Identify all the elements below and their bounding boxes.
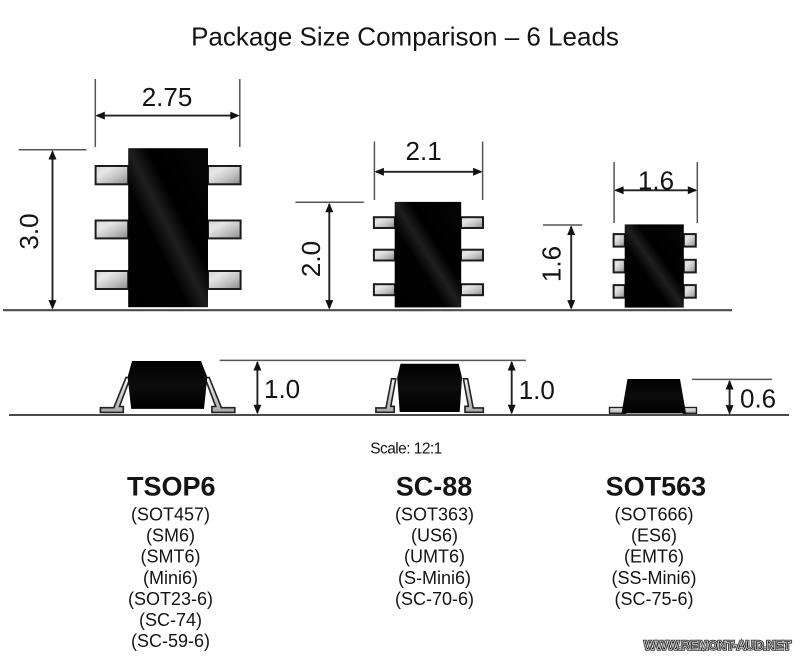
svg-text:WWW.REMONT-AUD.NET: WWW.REMONT-AUD.NET: [644, 639, 791, 653]
svg-text:(SM6): (SM6): [146, 526, 195, 546]
svg-text:(SOT457): (SOT457): [131, 505, 210, 525]
svg-text:(SOT23-6): (SOT23-6): [128, 589, 213, 609]
svg-text:(SOT363): (SOT363): [395, 505, 474, 525]
svg-text:WWW.REMONT-AUD.NET: WWW.REMONT-AUD.NET: [644, 639, 791, 653]
svg-text:TSOP6: TSOP6: [127, 472, 216, 502]
svg-text:(SS-Mini6): (SS-Mini6): [611, 568, 696, 588]
svg-text:1.0: 1.0: [264, 374, 300, 404]
svg-text:(EMT6): (EMT6): [624, 547, 684, 567]
svg-text:Scale: 12:1: Scale: 12:1: [370, 441, 442, 458]
svg-text:(SC-70-6): (SC-70-6): [395, 589, 474, 609]
svg-text:(S-Mini6): (S-Mini6): [398, 568, 471, 588]
svg-text:(SC-75-6): (SC-75-6): [614, 589, 693, 609]
svg-text:2.1: 2.1: [406, 136, 442, 166]
svg-text:1.6: 1.6: [638, 165, 674, 195]
svg-text:(US6): (US6): [411, 526, 458, 546]
svg-text:2.0: 2.0: [296, 241, 326, 277]
svg-text:SOT563: SOT563: [606, 472, 707, 502]
svg-text:(UMT6): (UMT6): [404, 547, 465, 567]
svg-text:(SC-74): (SC-74): [139, 610, 202, 630]
svg-text:0.6: 0.6: [740, 384, 776, 414]
svg-text:1.6: 1.6: [537, 246, 567, 282]
svg-text:(Mini6): (Mini6): [143, 568, 198, 588]
svg-text:1.0: 1.0: [519, 375, 555, 405]
svg-text:(SC-59-6): (SC-59-6): [131, 631, 210, 651]
svg-text:Package Size Comparison – 6 Le: Package Size Comparison – 6 Leads: [191, 22, 619, 52]
svg-text:3.0: 3.0: [14, 213, 44, 249]
svg-text:(SMT6): (SMT6): [141, 547, 201, 567]
svg-text:2.75: 2.75: [142, 82, 193, 112]
svg-text:(ES6): (ES6): [631, 526, 677, 546]
svg-text:(SOT666): (SOT666): [614, 505, 693, 525]
svg-text:SC-88: SC-88: [396, 472, 473, 502]
